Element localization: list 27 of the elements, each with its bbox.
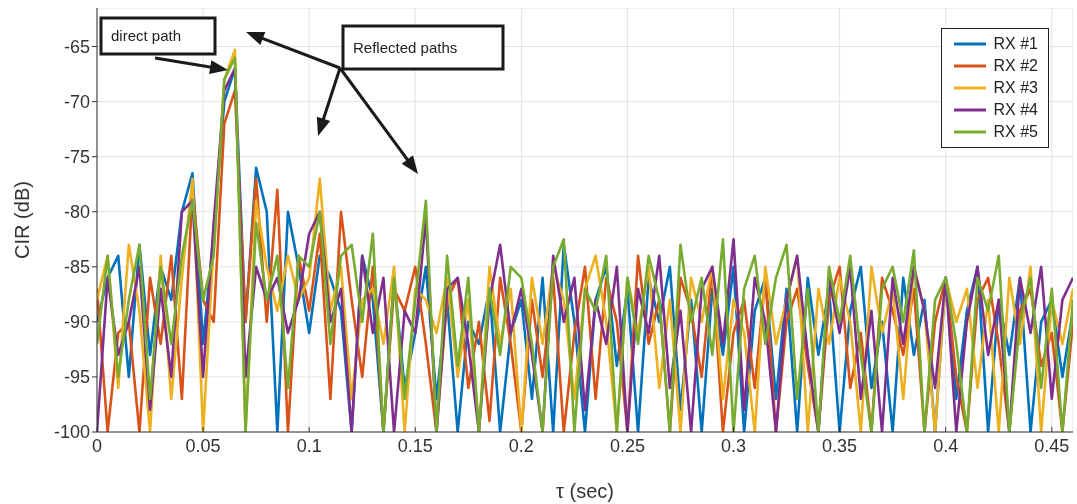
- y-tick-label: -95: [63, 367, 90, 388]
- annotation: direct path: [111, 27, 182, 44]
- y-tick-label: -70: [63, 92, 90, 112]
- y-tick-label: -90: [63, 312, 90, 333]
- x-tick-label: 0.15: [397, 435, 433, 456]
- x-tick-label: 0: [91, 435, 103, 456]
- x-tick-label: 0.3: [721, 435, 747, 456]
- x-axis-title: τ (sec): [556, 480, 614, 502]
- x-tick-label: 0.1: [296, 435, 322, 456]
- legend-label: RX #5: [993, 123, 1038, 141]
- annotation: Reflected paths: [353, 38, 458, 56]
- x-tick-label: 0.45: [1034, 435, 1070, 456]
- y-tick-label: -75: [63, 147, 90, 168]
- x-tick-label: 0.2: [508, 435, 534, 456]
- legend-label: RX #2: [993, 57, 1038, 75]
- y-axis-title: CIR (dB): [11, 181, 33, 259]
- legend-label: RX #4: [993, 101, 1038, 119]
- x-tick-label: 0.25: [609, 435, 645, 456]
- y-tick-label: -85: [63, 257, 90, 278]
- legend-label: RX #1: [993, 35, 1038, 53]
- x-tick-label: 0.05: [185, 435, 221, 456]
- y-tick-label: -100: [53, 422, 90, 443]
- legend-label: RX #3: [993, 79, 1038, 97]
- x-tick-label: 0.35: [822, 435, 858, 456]
- y-tick-label: -80: [63, 202, 90, 223]
- y-tick-label: -65: [63, 36, 90, 57]
- x-tick-label: 0.4: [933, 435, 959, 456]
